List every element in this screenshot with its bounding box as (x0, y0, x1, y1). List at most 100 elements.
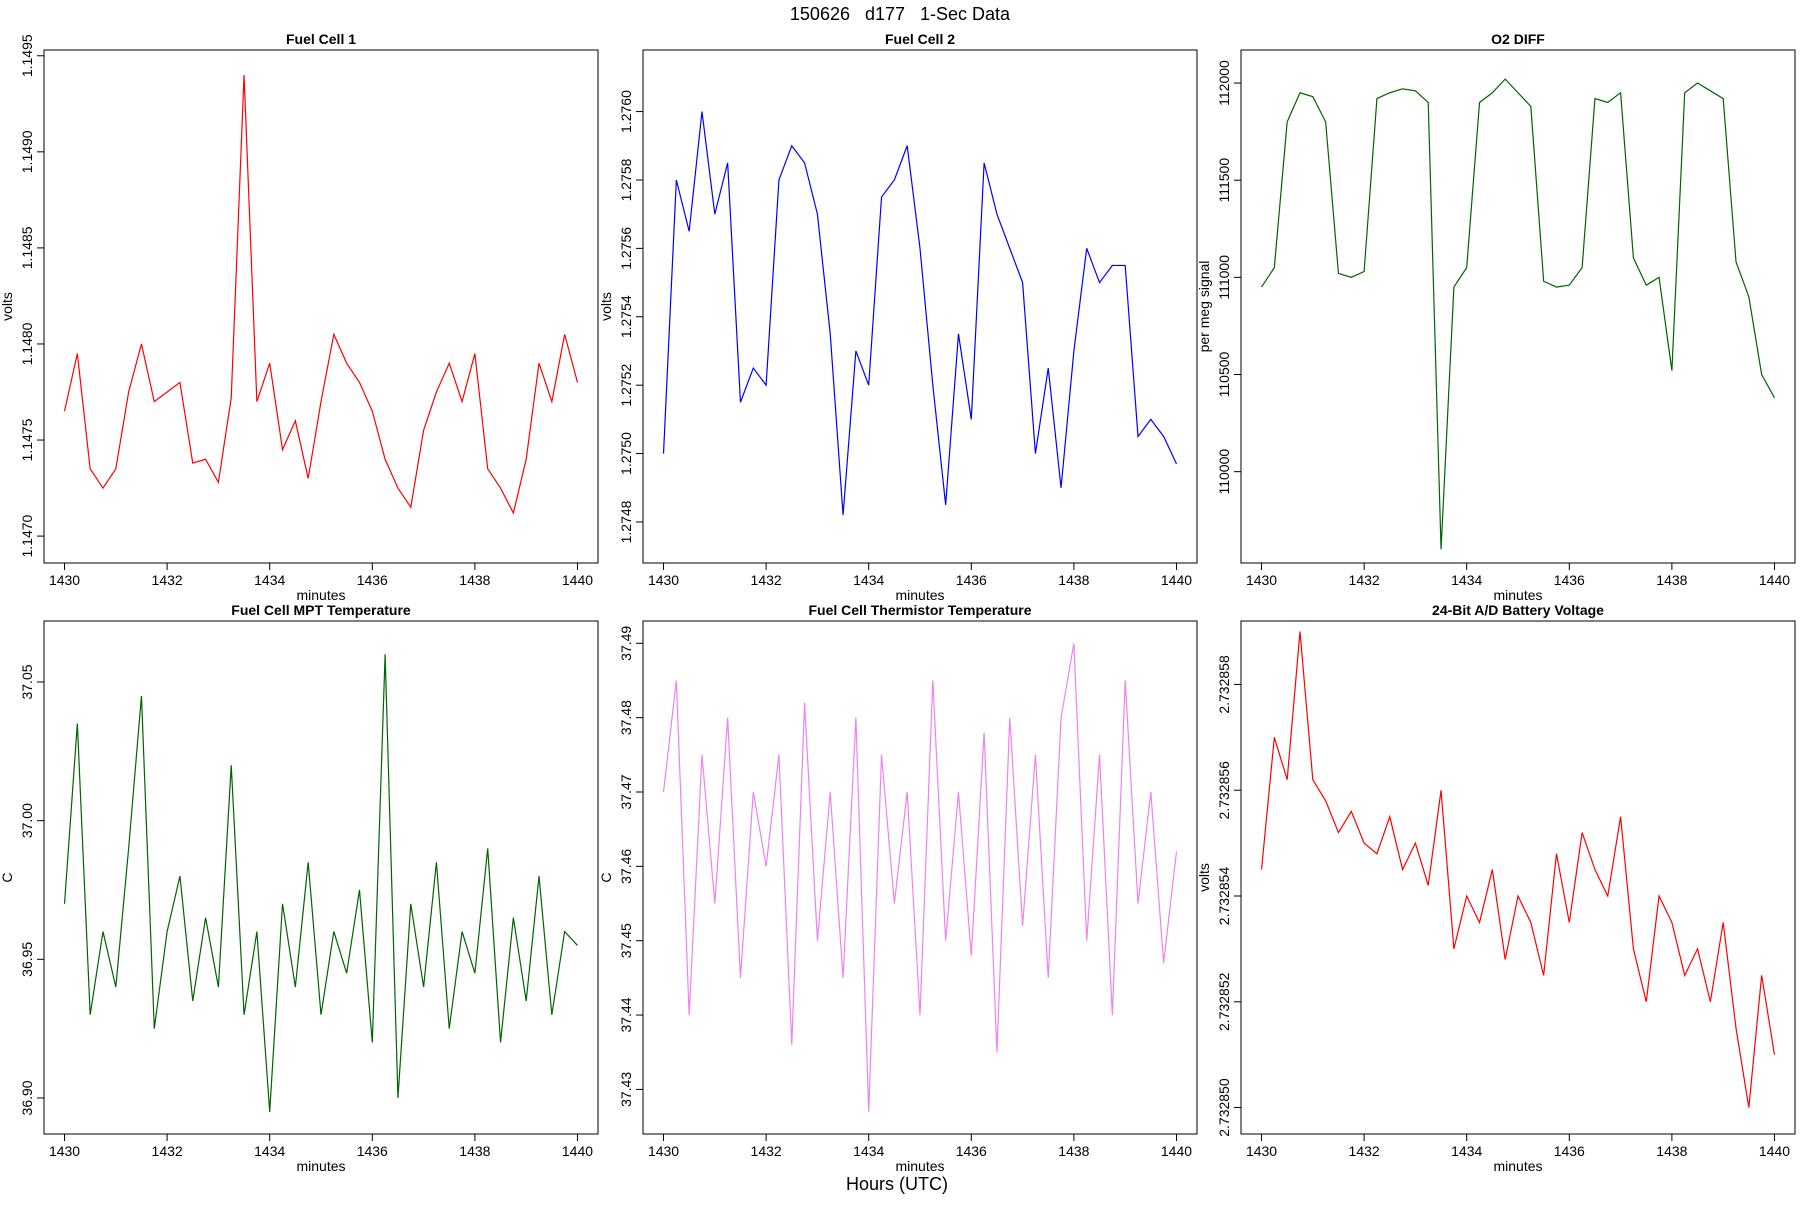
x-tick-label: 1434 (853, 1143, 884, 1159)
x-tick-label: 1440 (1161, 1143, 1192, 1159)
x-tick-label: 1440 (1161, 572, 1192, 588)
panel-title: O2 DIFF (1491, 31, 1545, 47)
x-tick-label: 1432 (152, 572, 183, 588)
x-axis-label: minutes (296, 1158, 345, 1174)
x-axis-label: minutes (895, 587, 944, 603)
panel-title: Fuel Cell Thermistor Temperature (808, 602, 1031, 618)
x-tick-label: 1432 (751, 572, 782, 588)
y-tick-label: 1.2758 (618, 158, 634, 201)
plot-frame (43, 49, 599, 564)
x-tick-label: 1430 (1246, 1143, 1277, 1159)
y-tick-label: 1.2750 (618, 432, 634, 475)
x-tick-label: 1438 (1656, 1143, 1687, 1159)
y-axis-label: volts (0, 292, 15, 321)
x-tick-label: 1436 (1554, 1143, 1585, 1159)
plot-frame (642, 620, 1198, 1135)
y-axis-label: C (0, 872, 15, 882)
plot-frame (43, 620, 599, 1135)
x-tick-label: 1438 (1058, 1143, 1089, 1159)
y-tick-label: 37.47 (618, 774, 634, 809)
data-line (662, 643, 1178, 1112)
x-tick-label: 1434 (254, 1143, 285, 1159)
x-tick-label: 1436 (956, 1143, 987, 1159)
x-tick-label: 1432 (751, 1143, 782, 1159)
y-tick-label: 2.732854 (1216, 867, 1232, 926)
x-tick-label: 1436 (357, 572, 388, 588)
y-tick-label: 2.732856 (1216, 761, 1232, 820)
y-tick-label: 37.49 (618, 626, 634, 661)
x-tick-label: 1440 (562, 1143, 593, 1159)
x-tick-label: 1440 (562, 572, 593, 588)
y-tick-label: 37.43 (618, 1072, 634, 1107)
y-tick-label: 1.1480 (19, 322, 35, 365)
y-tick-label: 2.732858 (1216, 655, 1232, 714)
y-tick-label: 36.90 (19, 1080, 35, 1115)
data-line (1261, 78, 1776, 550)
y-axis-label: C (598, 872, 614, 882)
y-tick-label: 37.46 (618, 849, 634, 884)
x-tick-label: 1430 (49, 1143, 80, 1159)
y-tick-label: 110500 (1216, 351, 1232, 397)
x-tick-label: 1432 (152, 1143, 183, 1159)
x-tick-label: 1430 (49, 572, 80, 588)
x-tick-label: 1434 (853, 572, 884, 588)
y-tick-label: 1.2752 (618, 364, 634, 407)
x-axis-label: minutes (1493, 1158, 1542, 1174)
x-axis-label: minutes (296, 587, 345, 603)
x-tick-label: 1440 (1759, 1143, 1790, 1159)
panel: Fuel Cell Thermistor Temperature minutes C… (598, 602, 1198, 1174)
panel: Fuel Cell 1 minutes volts 1430 1432 1434 1436 1… (0, 31, 599, 603)
x-tick-label: 1430 (1246, 572, 1277, 588)
data-line (662, 111, 1178, 516)
data-line (63, 74, 579, 515)
panel: 24-Bit A/D Battery Voltage minutes volts 14… (1196, 602, 1796, 1174)
x-tick-label: 1438 (459, 1143, 490, 1159)
y-tick-label: 2.732850 (1216, 1078, 1232, 1137)
y-tick-label: 111500 (1216, 158, 1232, 203)
y-axis-label: volts (1196, 863, 1212, 892)
y-axis-label: per meg signal (1196, 261, 1212, 353)
plot-frame (642, 49, 1198, 564)
panel: Fuel Cell MPT Temperature minutes C 1430 143… (0, 602, 599, 1174)
panel-title: Fuel Cell MPT Temperature (231, 602, 411, 618)
figure-title: 150626 d177 1-Sec Data (790, 4, 1011, 24)
x-tick-label: 1434 (1451, 1143, 1482, 1159)
y-axis-label: volts (598, 292, 614, 321)
x-tick-label: 1440 (1759, 572, 1790, 588)
y-tick-label: 36.95 (19, 942, 35, 977)
y-tick-label: 37.00 (19, 803, 35, 838)
y-tick-label: 37.44 (618, 997, 634, 1032)
data-line (1260, 631, 1776, 1108)
y-tick-label: 1.2760 (618, 90, 634, 133)
plot-frame (1240, 620, 1796, 1135)
x-tick-label: 1438 (1656, 572, 1687, 588)
y-tick-label: 2.732852 (1216, 972, 1232, 1031)
y-tick-label: 1.2756 (618, 227, 634, 270)
y-tick-label: 112000 (1216, 60, 1232, 106)
panel: Fuel Cell 2 minutes volts 1430 1432 1434 1436 1… (598, 31, 1198, 603)
x-tick-label: 1436 (357, 1143, 388, 1159)
y-tick-label: 37.48 (618, 700, 634, 735)
x-tick-label: 1432 (1349, 1143, 1380, 1159)
y-tick-label: 110000 (1216, 449, 1232, 495)
figure-x-label: Hours (UTC) (846, 1174, 948, 1194)
x-tick-label: 1436 (1554, 572, 1585, 588)
panel-title: Fuel Cell 2 (885, 31, 955, 47)
y-tick-label: 1.1495 (19, 34, 35, 77)
x-tick-label: 1430 (648, 1143, 679, 1159)
x-tick-label: 1438 (1058, 572, 1089, 588)
y-tick-label: 37.05 (19, 664, 35, 699)
x-tick-label: 1438 (459, 572, 490, 588)
y-tick-label: 1.1490 (19, 130, 35, 173)
y-tick-label: 1.1475 (19, 418, 35, 461)
y-tick-label: 1.2748 (618, 500, 634, 543)
x-axis-label: minutes (895, 1158, 944, 1174)
y-tick-label: 37.45 (618, 923, 634, 958)
x-tick-label: 1432 (1349, 572, 1380, 588)
panel: O2 DIFF minutes per meg signal 1430 1432 1434… (1196, 31, 1796, 603)
plot-frame (1240, 49, 1796, 564)
y-tick-label: 1.1470 (19, 514, 35, 557)
panel-title: 24-Bit A/D Battery Voltage (1432, 602, 1604, 618)
